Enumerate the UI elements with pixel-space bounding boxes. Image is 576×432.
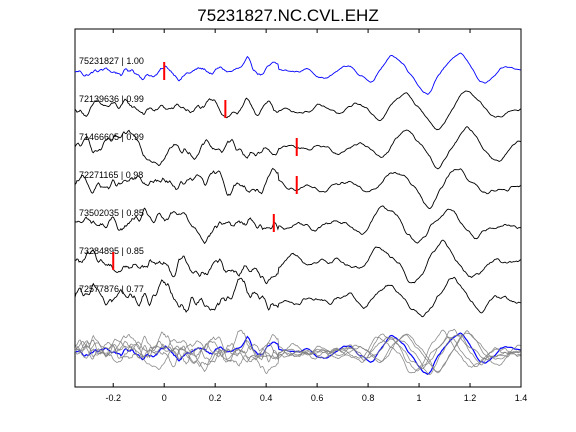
trace-73502035 [74,205,521,245]
x-tick-label: 0.8 [362,393,375,403]
x-tick-label: 1.4 [515,393,528,403]
x-tick-label: 1 [417,393,422,403]
x-tick-label: 0 [162,393,167,403]
stack-trace-71466605 [74,330,521,374]
trace-label-75231827: 75231827 | 1.00 [79,56,144,66]
trace-label-71466605: 71466605 | 0.99 [79,132,144,142]
x-tick-label: 1.2 [464,393,477,403]
stack-trace-73502035 [74,333,521,373]
axes-frame [74,28,522,388]
trace-75231827 [74,52,521,95]
trace-72271165 [74,167,521,210]
trace-label-72271165: 72271165 | 0.98 [79,170,143,180]
trace-label-73502035: 73502035 | 0.85 [79,208,144,218]
trace-label-72139636: 72139636 | 0.99 [79,94,144,104]
trace-72577876 [74,276,521,318]
stack-trace-72577876 [74,328,521,370]
x-tick-label: 0.6 [311,393,324,403]
trace-73284895 [74,239,521,285]
trace-label-73284895: 73284895 | 0.85 [79,246,144,256]
x-tick-label: -0.2 [105,393,121,403]
trace-71466605 [74,126,521,170]
chart-title: 75231827.NC.CVL.EHZ [197,6,379,25]
trace-72139636 [74,90,521,131]
x-tick-label: 0.2 [209,393,222,403]
stack-trace-73284895 [74,329,521,375]
x-tick-label: 0.4 [260,393,273,403]
trace-label-72577876: 72577876 | 0.77 [79,284,144,294]
